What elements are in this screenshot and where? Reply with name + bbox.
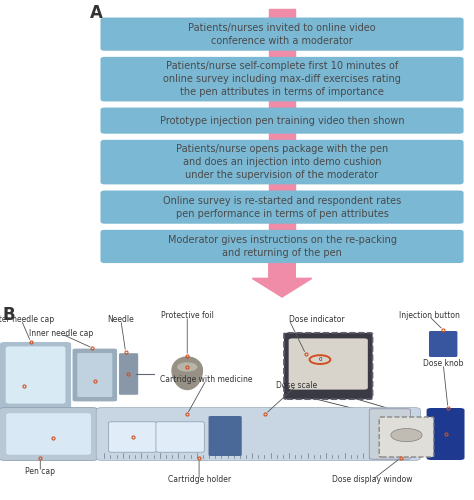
FancyBboxPatch shape [100,108,464,134]
FancyBboxPatch shape [0,408,98,461]
Polygon shape [172,357,202,390]
Text: B: B [2,306,15,324]
Text: Dose display window: Dose display window [332,476,412,484]
FancyBboxPatch shape [77,353,112,397]
FancyBboxPatch shape [109,422,157,452]
FancyBboxPatch shape [73,348,117,402]
Text: Protective foil: Protective foil [161,312,214,320]
FancyBboxPatch shape [429,331,457,357]
FancyBboxPatch shape [100,57,464,102]
Bar [269,132,295,142]
FancyBboxPatch shape [427,408,465,460]
Text: Injection button: Injection button [399,312,459,320]
Text: Patients/nurse opens package with the pen
and does an injection into demo cushio: Patients/nurse opens package with the pe… [176,144,388,180]
Text: A: A [90,4,103,22]
Text: Outer needle cap: Outer needle cap [0,316,55,324]
Text: Patients/nurse self-complete first 10 minutes of
online survey including max-dif: Patients/nurse self-complete first 10 mi… [163,62,401,97]
Text: Needle: Needle [108,316,134,324]
FancyBboxPatch shape [119,353,138,395]
Text: Dose knob: Dose knob [423,360,464,368]
Text: Pen cap: Pen cap [25,468,55,476]
FancyBboxPatch shape [100,140,464,184]
Text: 0: 0 [318,357,322,362]
Text: Dose indicator: Dose indicator [289,316,345,324]
Text: Cartridge with medicine: Cartridge with medicine [160,376,253,384]
Text: Cartridge holder: Cartridge holder [167,476,231,484]
FancyBboxPatch shape [369,409,410,459]
FancyBboxPatch shape [100,18,464,50]
FancyBboxPatch shape [100,190,464,224]
FancyBboxPatch shape [0,342,71,410]
FancyBboxPatch shape [209,416,242,456]
FancyBboxPatch shape [379,417,434,457]
Circle shape [391,428,422,442]
Bar [269,222,295,232]
Circle shape [178,363,197,371]
Text: Dose scale: Dose scale [275,382,317,390]
FancyBboxPatch shape [6,346,65,404]
FancyBboxPatch shape [100,230,464,263]
FancyBboxPatch shape [96,408,420,461]
Text: Prototype injection pen training video then shown: Prototype injection pen training video t… [160,116,404,126]
Bar [269,48,295,60]
FancyBboxPatch shape [289,338,368,390]
Text: Patients/nurses invited to online video
conference with a moderator: Patients/nurses invited to online video … [188,22,376,46]
FancyBboxPatch shape [6,413,91,455]
Text: Online survey is re-started and respondent rates
pen performance in terms of pen: Online survey is re-started and responde… [163,196,401,218]
FancyBboxPatch shape [156,422,204,452]
Bar [269,99,295,110]
Bar [269,182,295,193]
Text: Moderator gives instructions on the re-packing
and returning of the pen: Moderator gives instructions on the re-p… [167,235,397,258]
FancyBboxPatch shape [284,333,373,399]
Polygon shape [252,260,312,297]
Bar [269,9,295,20]
Text: Inner needle cap: Inner needle cap [29,330,94,338]
